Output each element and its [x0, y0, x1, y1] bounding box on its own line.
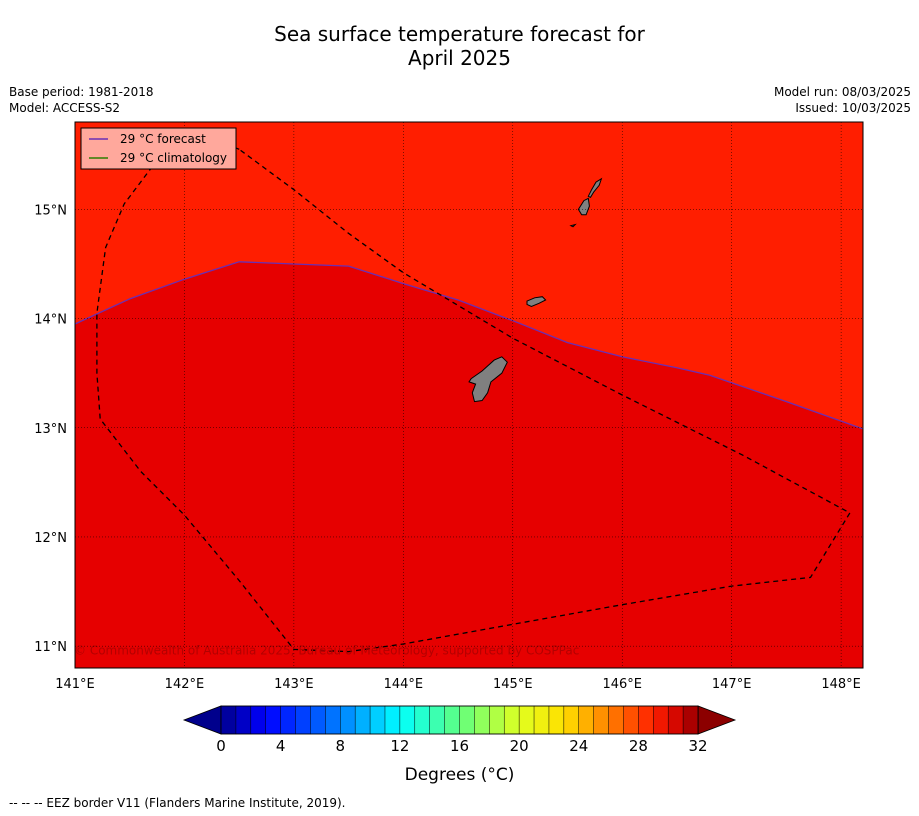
colorbar-cell [563, 705, 580, 735]
colorbar-cell [220, 705, 237, 735]
forecast-29c-contour [75, 261, 863, 430]
colorbar-cell [667, 705, 684, 735]
base-period: Base period: 1981-2018 [9, 85, 154, 99]
copyright-text: © Commonwealth of Australia 2025, Bureau… [74, 644, 579, 658]
colorbar-tick-label: 0 [216, 737, 226, 755]
colorbar-tick-label: 8 [335, 737, 345, 755]
colorbar-cell [235, 705, 252, 735]
colorbar-cell [623, 705, 639, 735]
colorbar-extend-high [697, 705, 737, 735]
colorbar-cell [310, 705, 326, 735]
colorbar-extend-low [182, 705, 222, 735]
colorbar-tick-label: 32 [688, 737, 707, 755]
colorbar-cell [414, 705, 431, 735]
meta-left: Base period: 1981-2018 Model: ACCESS-S2 [9, 84, 154, 116]
colorbar-tick-label: 20 [510, 737, 529, 755]
colorbar-cell [503, 705, 520, 735]
plot-frame [74, 121, 864, 669]
issued-date: Issued: 10/03/2025 [795, 101, 911, 115]
lat-tick-label: 13°N [34, 422, 67, 437]
lon-tick-label: 147°E [712, 677, 752, 692]
legend-climatology-label: 29 °C climatology [120, 151, 227, 165]
colorbar-cell [653, 705, 669, 735]
colorbar-cell [474, 705, 490, 735]
colorbar-frame [220, 705, 699, 735]
lon-tick-label: 142°E [165, 677, 205, 692]
colorbar-cell [280, 705, 297, 735]
colorbar-cell [593, 705, 610, 735]
colorbar-cell [548, 705, 565, 735]
lon-tick-label: 146°E [602, 677, 642, 692]
colorbar-cell [489, 705, 505, 735]
colorbar-cell [608, 705, 625, 735]
colorbar-cell [578, 705, 595, 735]
colorbar-tick-label: 24 [569, 737, 588, 755]
island-3 [587, 177, 603, 198]
lat-tick-label: 11°N [34, 640, 67, 655]
eez-border [96, 136, 851, 653]
legend-box [80, 127, 237, 170]
lon-tick-label: 145°E [493, 677, 533, 692]
colorbar-cell [250, 705, 267, 735]
colorbar-cell [459, 705, 475, 735]
lat-tick-label: 12°N [34, 531, 67, 546]
colorbar-cell [325, 705, 341, 735]
model-name: Model: ACCESS-S2 [9, 101, 121, 115]
chart-title: Sea surface temperature forecast for Apr… [0, 22, 919, 70]
colorbar-cell [384, 705, 401, 735]
title-line-2: April 2025 [408, 46, 511, 70]
colorbar-tick-label: 4 [276, 737, 286, 755]
colorbar-tick-label: 16 [450, 737, 469, 755]
colorbar-axis-label: Degrees (°C) [405, 765, 515, 785]
colorbar-cell [369, 705, 386, 735]
colorbar-cell [682, 705, 699, 735]
legend-forecast-label: 29 °C forecast [120, 132, 206, 146]
colorbar-cell [429, 705, 446, 735]
eez-footnote: -- -- -- EEZ border V11 (Flanders Marine… [9, 796, 346, 810]
island-1 [526, 296, 547, 308]
lon-tick-label: 148°E [821, 677, 861, 692]
island-4 [569, 223, 577, 228]
colorbar-tick-label: 12 [390, 737, 409, 755]
island-0 [468, 356, 508, 403]
colorbar-cell [340, 705, 356, 735]
lon-tick-label: 141°E [55, 677, 95, 692]
colorbar-tick-label: 28 [629, 737, 648, 755]
colorbar-cell [518, 705, 535, 735]
lon-tick-label: 144°E [384, 677, 424, 692]
lat-tick-label: 15°N [34, 203, 67, 218]
lat-tick-label: 14°N [34, 313, 67, 328]
colorbar-cell [533, 705, 550, 735]
colorbar-cell [265, 705, 282, 735]
colorbar-cell [295, 705, 311, 735]
colorbar-cell [444, 705, 461, 735]
lon-tick-label: 143°E [274, 677, 314, 692]
model-run: Model run: 08/03/2025 [773, 85, 911, 99]
sst-region-lower [75, 261, 863, 668]
title-line-1: Sea surface temperature forecast for [274, 22, 645, 46]
colorbar-cell [399, 705, 416, 735]
colorbar-cell [638, 705, 654, 735]
island-2 [577, 197, 590, 216]
meta-right: Model run: 08/03/2025 Issued: 10/03/2025 [774, 84, 911, 116]
colorbar-cell [354, 705, 371, 735]
